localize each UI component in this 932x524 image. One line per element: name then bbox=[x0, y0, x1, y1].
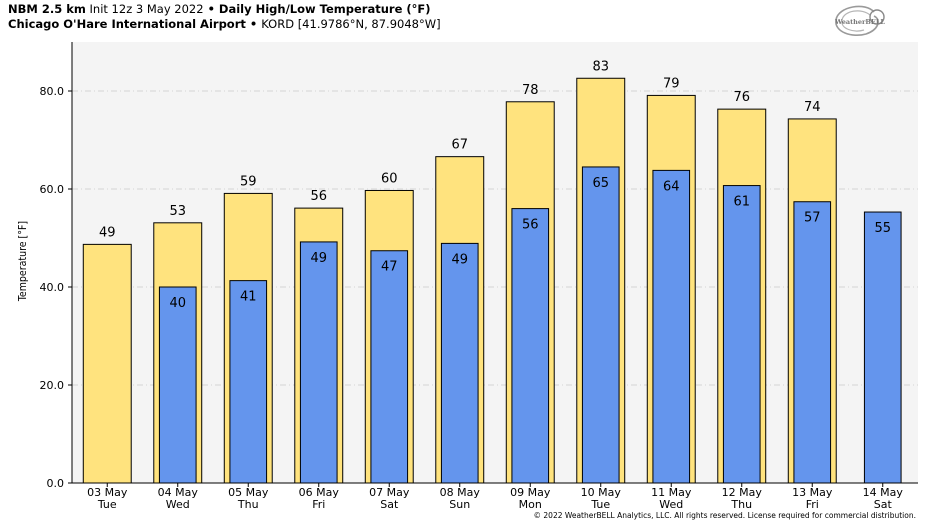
x-tick-label-date: 05 May bbox=[228, 486, 269, 499]
low-temp-label: 57 bbox=[804, 211, 821, 226]
x-tick-label-date: 12 May bbox=[722, 486, 763, 499]
low-temp-bar bbox=[299, 241, 338, 484]
low-temp-label: 64 bbox=[663, 179, 680, 194]
model-name: NBM 2.5 km bbox=[8, 2, 86, 16]
low-temp-bar bbox=[793, 201, 832, 484]
high-temp-label: 60 bbox=[381, 171, 398, 186]
low-temp-label: 49 bbox=[310, 251, 327, 266]
weatherbell-logo: WeatherBELL bbox=[830, 4, 888, 40]
y-tick-label: 80.0 bbox=[40, 85, 65, 98]
x-tick-label-day: Wed bbox=[166, 498, 190, 511]
low-temp-bar bbox=[370, 250, 409, 484]
separator-bullet: • bbox=[203, 2, 219, 16]
x-tick-label-day: Tue bbox=[590, 498, 610, 511]
high-temp-bar bbox=[82, 243, 132, 484]
low-temp-label: 47 bbox=[381, 260, 398, 275]
weatherbell-swirl-logo-icon: WeatherBELL bbox=[834, 5, 885, 36]
high-temp-label: 49 bbox=[99, 225, 116, 240]
high-temp-label: 74 bbox=[804, 100, 821, 115]
gridlines bbox=[72, 90, 918, 386]
x-tick-label-day: Sat bbox=[380, 498, 399, 511]
x-tick-label-date: 14 May bbox=[863, 486, 904, 499]
x-tick-label-date: 08 May bbox=[440, 486, 481, 499]
x-tick-label-date: 06 May bbox=[299, 486, 340, 499]
y-tick-label: 60.0 bbox=[40, 183, 65, 196]
init-time: Init 12z 3 May 2022 bbox=[85, 2, 204, 16]
x-tick-label-date: 07 May bbox=[369, 486, 410, 499]
station-name: Chicago O'Hare International Airport bbox=[8, 17, 246, 31]
x-tick-label-day: Sat bbox=[874, 498, 893, 511]
bars bbox=[82, 77, 902, 484]
x-tick-label-day: Thu bbox=[730, 498, 752, 511]
data-labels: 49 53 40 59 41 56 49 60 47 67 49 78 56 83 65 79 64 76 61 74… bbox=[99, 59, 891, 311]
low-temp-label: 65 bbox=[592, 176, 609, 191]
x-tick-label-day: Thu bbox=[237, 498, 259, 511]
high-temp-label: 83 bbox=[592, 59, 609, 74]
x-tick-label-date: 11 May bbox=[651, 486, 692, 499]
low-temp-bar bbox=[652, 169, 691, 484]
x-tick-label-date: 10 May bbox=[581, 486, 622, 499]
plot-area bbox=[72, 42, 918, 483]
low-temp-bar bbox=[722, 185, 761, 484]
high-temp-label: 56 bbox=[310, 189, 327, 204]
separator-bullet: • bbox=[245, 17, 262, 31]
high-temp-label: 79 bbox=[663, 76, 680, 91]
product-title: Daily High/Low Temperature (°F) bbox=[218, 2, 431, 16]
low-temp-label: 56 bbox=[522, 218, 539, 233]
x-tick-label-day: Tue bbox=[97, 498, 117, 511]
low-temp-label: 41 bbox=[240, 290, 257, 305]
low-temp-bar bbox=[863, 211, 902, 484]
y-tick-label: 20.0 bbox=[40, 379, 65, 392]
low-temp-bar bbox=[511, 208, 550, 484]
x-tick-label-day: Wed bbox=[659, 498, 683, 511]
header-line-2: Chicago O'Hare International Airport • K… bbox=[8, 17, 808, 32]
x-tick-label-date: 13 May bbox=[792, 486, 833, 499]
station-code: KORD [41.9786°N, 87.9048°W] bbox=[261, 17, 441, 31]
x-tick-label-day: Sun bbox=[449, 498, 470, 511]
y-tick-label: 40.0 bbox=[40, 281, 65, 294]
low-temp-label: 49 bbox=[451, 252, 468, 267]
logo-text: WeatherBELL bbox=[834, 18, 885, 26]
x-tick-label-day: Fri bbox=[806, 498, 819, 511]
low-temp-label: 40 bbox=[169, 296, 186, 311]
x-tick-label-date: 09 May bbox=[510, 486, 551, 499]
y-axis-label: Temperature [°F] bbox=[17, 220, 29, 302]
low-temp-bar bbox=[158, 286, 197, 484]
high-temp-label: 53 bbox=[169, 204, 186, 219]
x-tick-label-date: 04 May bbox=[158, 486, 199, 499]
low-temp-bar bbox=[229, 280, 268, 484]
x-tick-label-day: Fri bbox=[312, 498, 325, 511]
x-tick-label-date: 03 May bbox=[87, 486, 128, 499]
high-temp-label: 78 bbox=[522, 83, 539, 98]
x-tick-label-day: Mon bbox=[519, 498, 542, 511]
high-temp-label: 67 bbox=[451, 138, 468, 153]
y-tick-label: 0.0 bbox=[47, 477, 65, 490]
low-temp-bar bbox=[440, 242, 479, 484]
low-temp-bar bbox=[581, 166, 620, 484]
low-temp-label: 61 bbox=[733, 195, 750, 210]
high-temp-label: 59 bbox=[240, 174, 257, 189]
header-line-1: NBM 2.5 km Init 12z 3 May 2022 • Daily H… bbox=[8, 2, 808, 17]
low-temp-label: 55 bbox=[874, 221, 891, 236]
high-temp-label: 76 bbox=[733, 90, 750, 105]
chart-header: NBM 2.5 km Init 12z 3 May 2022 • Daily H… bbox=[8, 2, 808, 32]
copyright-footer: © 2022 WeatherBELL Analytics, LLC. All r… bbox=[533, 511, 916, 520]
